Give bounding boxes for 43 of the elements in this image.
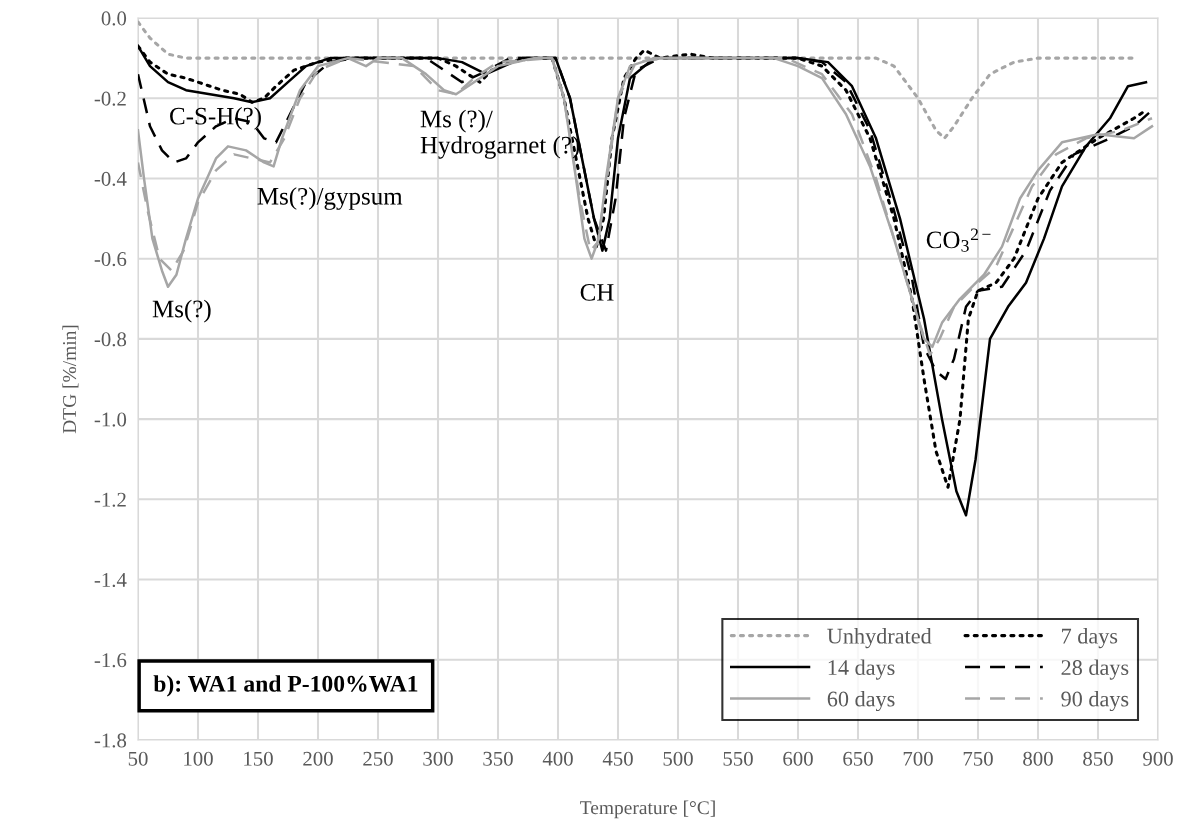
x-tick-label: 150 <box>244 751 273 766</box>
x-tick-label: 200 <box>303 751 333 766</box>
x-tick-label: 750 <box>963 751 993 766</box>
x-tick-label: 550 <box>723 751 753 766</box>
x-axis-title: Temperature [°C] <box>580 800 715 819</box>
x-tick-label: 300 <box>423 751 453 766</box>
annotation: CH <box>580 283 614 301</box>
legend-label: 28 days <box>1061 659 1129 680</box>
y-tick-label: -0.4 <box>94 171 127 186</box>
y-axis-title: DTG [%/min] <box>62 325 79 434</box>
x-tick-label: 100 <box>184 751 213 766</box>
x-tick-label: 500 <box>663 751 693 766</box>
y-tick-label: -1.2 <box>94 492 126 507</box>
annotation: Ms (?)/ Hydrogarnet (?) <box>420 109 580 159</box>
x-tick-label: 650 <box>843 751 873 766</box>
y-tick-label: -1.6 <box>94 653 127 668</box>
y-tick-label: -0.6 <box>94 252 127 267</box>
y-tick-label: -0.2 <box>94 91 126 106</box>
y-tick-label: -0.8 <box>94 332 127 347</box>
x-tick-label: 850 <box>1083 751 1113 766</box>
legend-label: 7 days <box>1062 627 1118 649</box>
legend-label: 90 days <box>1061 690 1129 712</box>
x-tick-label: 600 <box>783 751 813 766</box>
annotation: Ms(?)/gypsum <box>257 187 403 210</box>
annotation: CO$_{3}$$^{2−}$ <box>926 228 991 252</box>
x-tick-label: 400 <box>542 751 573 766</box>
annotation: C-S-H(?) <box>170 107 261 130</box>
annotation: b): WA1 and P-100%WA1 <box>153 675 418 697</box>
x-tick-label: 700 <box>903 751 933 766</box>
x-tick-label: 450 <box>602 751 633 766</box>
annotation: Ms(?) <box>152 299 211 323</box>
y-tick-label: -1.0 <box>94 412 127 427</box>
x-tick-label: 350 <box>483 751 513 766</box>
x-tick-label: 800 <box>1023 751 1053 766</box>
legend-label: 60 days <box>827 690 895 712</box>
y-tick-label: 0.0 <box>101 11 127 26</box>
legend-label: 14 days <box>828 659 895 680</box>
x-tick-label: 900 <box>1143 751 1173 766</box>
legend-label: Unhydrated <box>827 627 932 649</box>
x-tick-label: 250 <box>363 751 393 766</box>
y-tick-label: -1.4 <box>94 573 127 588</box>
y-tick-label: -1.8 <box>94 733 127 748</box>
x-tick-label: 50 <box>128 751 148 766</box>
